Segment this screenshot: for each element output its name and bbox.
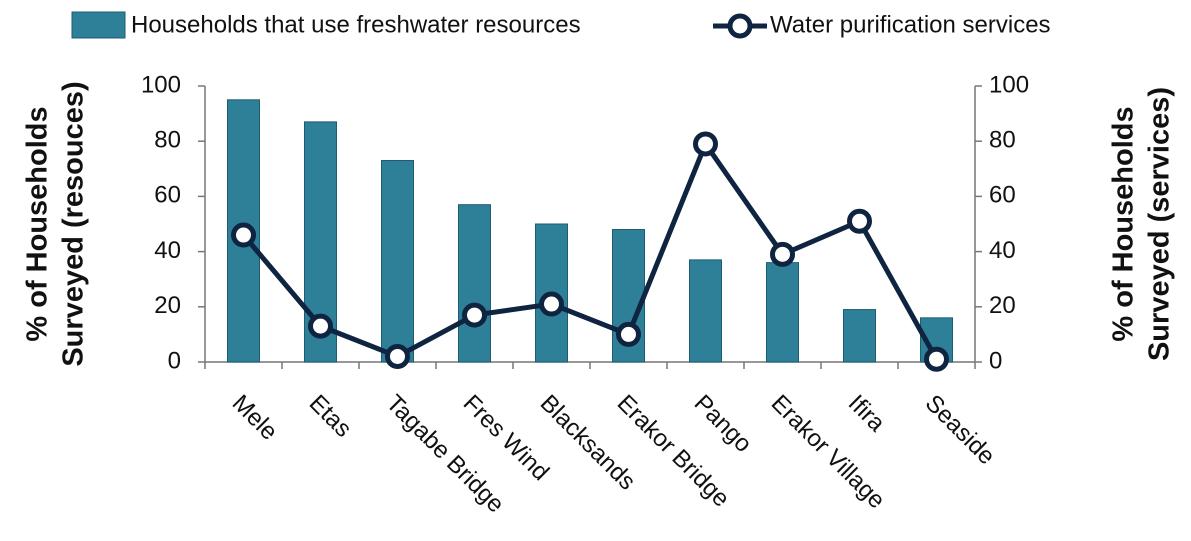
y-tick-label: 60 [154, 182, 181, 209]
marker [465, 305, 485, 325]
marker [773, 244, 793, 264]
chart: 020406080100020406080100% of HouseholdsS… [0, 0, 1191, 541]
x-tick-label: Etas [304, 390, 357, 443]
y-tick-label: 80 [154, 127, 181, 154]
bar [459, 205, 491, 362]
legend-swatch [72, 12, 125, 38]
y-tick-label: 0 [168, 347, 181, 374]
x-tick-label: Seaside [920, 390, 1000, 470]
marker [388, 346, 408, 366]
y2-tick-label: 20 [989, 292, 1016, 319]
marker [234, 225, 254, 245]
y-tick-label: 20 [154, 292, 181, 319]
x-tick-label: Ifira [843, 390, 891, 438]
y-axis-title-line: % of Households [22, 106, 54, 341]
marker [311, 316, 331, 336]
bar [844, 310, 876, 362]
bar [767, 263, 799, 362]
y2-tick-label: 100 [989, 71, 1029, 98]
marker [542, 294, 562, 314]
y-tick-label: 40 [154, 237, 181, 264]
marker [696, 134, 716, 154]
y-axis-title-line: Surveyed (resouces) [58, 81, 90, 366]
legend-label: Households that use freshwater resources [131, 11, 581, 38]
bar [382, 161, 414, 362]
y2-axis-title-line: Surveyed (services) [1144, 87, 1176, 361]
marker [927, 349, 947, 369]
line [244, 144, 937, 359]
y2-tick-label: 80 [989, 127, 1016, 154]
legend-label: Water purification services [770, 11, 1051, 38]
y2-axis-title-line: % of Households [1108, 106, 1140, 341]
y2-tick-label: 0 [989, 347, 1002, 374]
marker [619, 324, 639, 344]
x-tick-label: Mele [227, 390, 283, 446]
legend-marker [730, 16, 750, 36]
bar [690, 260, 722, 362]
x-tick-label: Pango [689, 390, 757, 458]
y2-tick-label: 60 [989, 182, 1016, 209]
marker [850, 211, 870, 231]
y2-tick-label: 40 [989, 237, 1016, 264]
y-tick-label: 100 [141, 71, 181, 98]
